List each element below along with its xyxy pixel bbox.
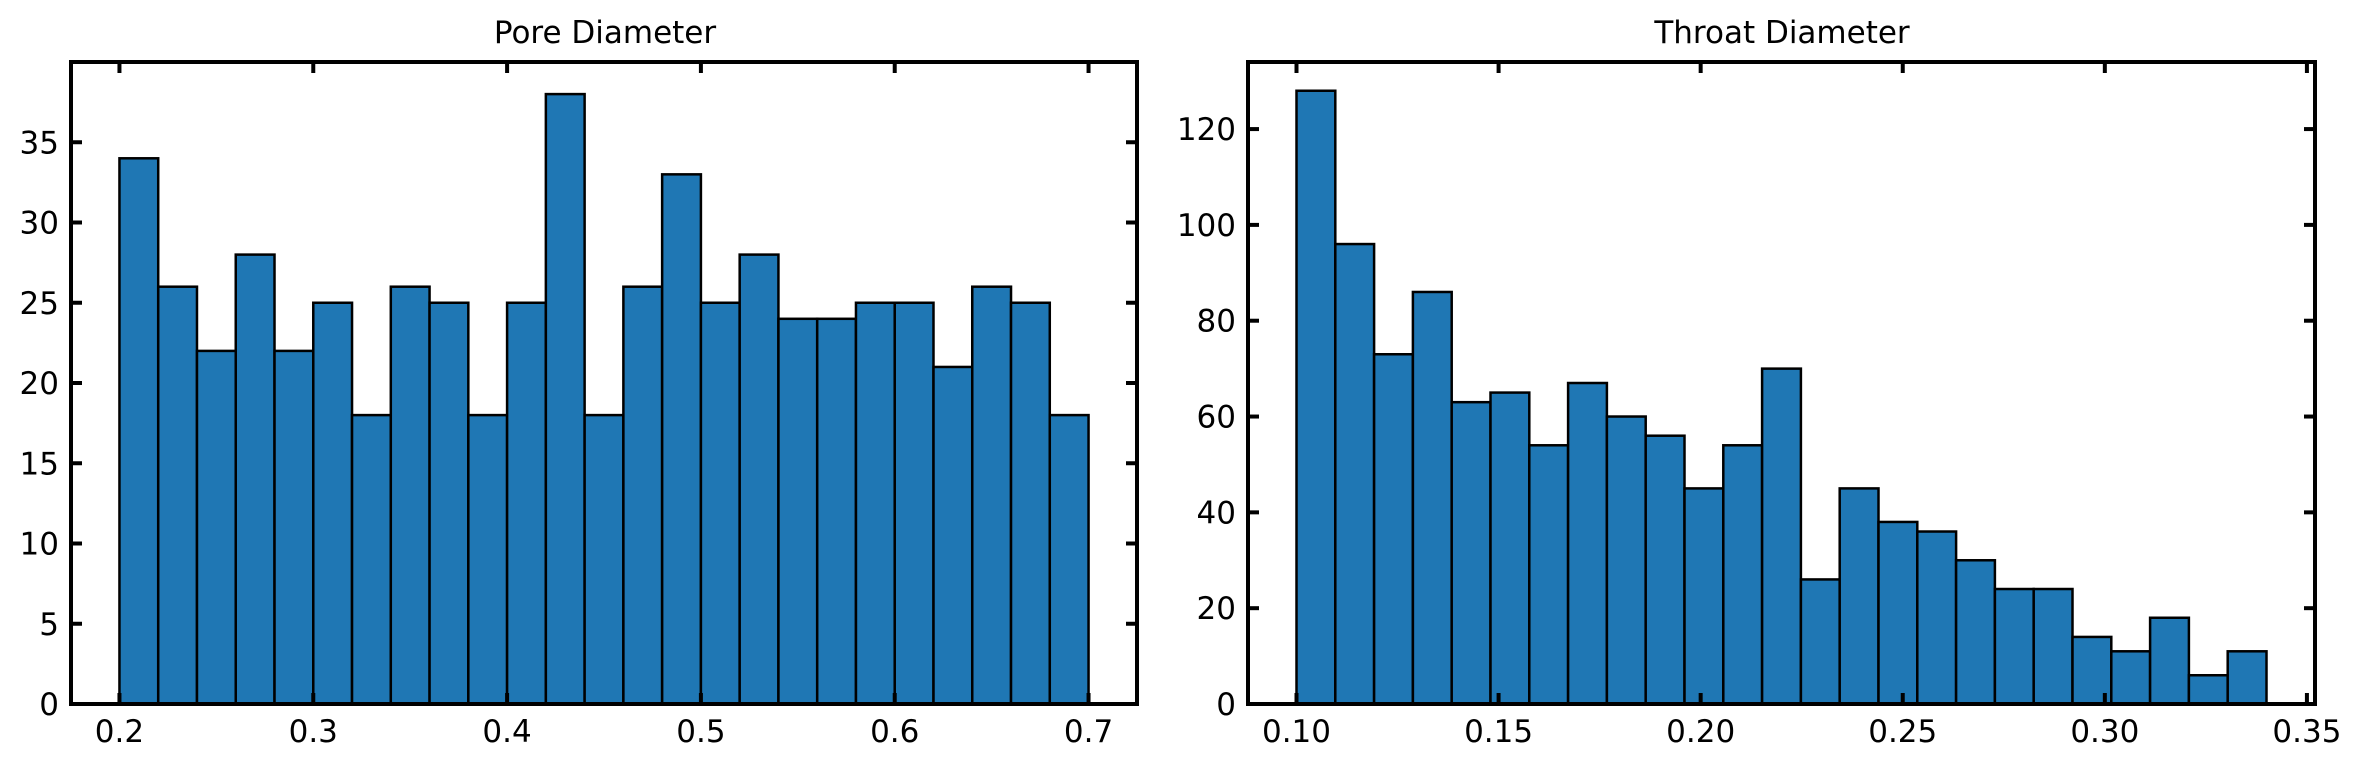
x-tick-label: 0.2 bbox=[95, 714, 144, 750]
histogram-bar bbox=[1954, 559, 1997, 706]
histogram-bar bbox=[1048, 413, 1090, 706]
chart-title: Throat Diameter bbox=[1653, 15, 1910, 51]
histogram-bar bbox=[389, 285, 431, 706]
histogram-bar bbox=[1009, 301, 1052, 706]
x-tick-label: 0.10 bbox=[1262, 714, 1331, 750]
histogram-bar bbox=[273, 349, 315, 706]
y-tick-label: 15 bbox=[20, 446, 59, 482]
pore-diameter-histogram: Pore Diameter 0.2 0.3 0.4 0.5 0.6 0.7 0 5 10 15 20… bbox=[20, 15, 1139, 750]
histogram-bar bbox=[156, 285, 199, 706]
y-tick-label: 10 bbox=[20, 527, 59, 563]
histogram-bar bbox=[2148, 616, 2191, 706]
histogram-bar bbox=[1334, 242, 1376, 706]
histogram-bar bbox=[1605, 415, 1647, 706]
histogram-bar bbox=[1877, 520, 1919, 706]
histogram-bar bbox=[1450, 400, 1492, 706]
chart-title: Pore Diameter bbox=[494, 15, 717, 51]
histogram-bar bbox=[971, 285, 1013, 706]
y-tick-label: 35 bbox=[20, 125, 59, 161]
histogram-bar bbox=[932, 365, 974, 706]
histogram-bar bbox=[350, 413, 393, 706]
histogram-bar bbox=[2110, 650, 2152, 706]
y-tick-label: 0 bbox=[39, 687, 59, 723]
histogram-bar bbox=[2187, 674, 2229, 706]
histogram-bar bbox=[1722, 444, 1764, 706]
y-tick-label: 20 bbox=[1197, 591, 1236, 627]
ticks: 0.2 0.3 0.4 0.5 0.6 0.7 0 5 10 15 20 25 30 35 bbox=[20, 62, 1137, 750]
histogram-bar bbox=[1411, 290, 1453, 706]
x-tick-label: 0.25 bbox=[1868, 714, 1937, 750]
x-tick-label: 0.30 bbox=[2070, 714, 2139, 750]
y-tick-label: 5 bbox=[39, 607, 59, 643]
y-tick-label: 60 bbox=[1197, 400, 1236, 436]
histogram-bar bbox=[1760, 367, 1803, 706]
histogram-bar bbox=[1644, 434, 1686, 706]
y-tick-label: 30 bbox=[20, 206, 59, 242]
histogram-bar bbox=[777, 317, 819, 706]
axes-frame bbox=[1246, 60, 2317, 706]
histogram-bar bbox=[1993, 587, 2035, 706]
histogram-bar bbox=[1683, 487, 1725, 706]
histogram-bar bbox=[2226, 650, 2268, 706]
x-tick-label: 0.20 bbox=[1666, 714, 1735, 750]
histogram-bar bbox=[118, 157, 160, 706]
x-tick-label: 0.7 bbox=[1064, 714, 1113, 750]
bars bbox=[1295, 89, 2268, 706]
axes-frame bbox=[69, 60, 1139, 706]
x-tick-label: 0.6 bbox=[870, 714, 919, 750]
histogram-bar bbox=[467, 413, 509, 706]
y-tick-label: 40 bbox=[1197, 495, 1236, 531]
histogram-bar bbox=[1838, 487, 1880, 706]
histogram-bar bbox=[1566, 381, 1609, 706]
x-tick-label: 0.35 bbox=[2272, 714, 2341, 750]
histogram-bar bbox=[583, 413, 625, 706]
ticks: 0.10 0.15 0.20 0.25 0.30 0.35 0 20 40 60 80 100 120 bbox=[1177, 62, 2341, 750]
histogram-bar bbox=[893, 301, 935, 706]
histogram-bar bbox=[738, 253, 780, 706]
histogram-bar bbox=[1489, 391, 1531, 706]
x-tick-label: 0.15 bbox=[1464, 714, 1533, 750]
y-tick-label: 0 bbox=[1216, 687, 1236, 723]
y-tick-label: 120 bbox=[1177, 112, 1236, 148]
histogram-bar bbox=[854, 301, 896, 706]
histogram-bar bbox=[2032, 587, 2074, 706]
histogram-bar bbox=[428, 301, 470, 706]
histogram-bar bbox=[1916, 530, 1958, 706]
histogram-bar bbox=[622, 285, 664, 706]
histogram-bar bbox=[195, 349, 237, 706]
throat-diameter-histogram: Throat Diameter 0.10 0.15 0.20 0.25 0.30 0.35… bbox=[1177, 15, 2342, 750]
histogram-bar bbox=[234, 253, 276, 706]
y-tick-label: 100 bbox=[1177, 208, 1236, 244]
histogram-bar bbox=[1295, 89, 1337, 706]
histogram-bar bbox=[1528, 444, 1570, 706]
histogram-bar bbox=[312, 301, 354, 706]
x-tick-label: 0.4 bbox=[482, 714, 531, 750]
x-tick-label: 0.3 bbox=[289, 714, 338, 750]
histogram-bar bbox=[815, 317, 858, 706]
histogram-bar bbox=[505, 301, 548, 706]
x-tick-label: 0.5 bbox=[676, 714, 725, 750]
histogram-bar bbox=[544, 92, 586, 706]
histogram-bar bbox=[1372, 353, 1415, 706]
bars bbox=[118, 92, 1090, 706]
y-tick-label: 25 bbox=[20, 286, 59, 322]
histogram-bar bbox=[1799, 578, 1841, 706]
histogram-bar bbox=[699, 301, 741, 706]
y-tick-label: 20 bbox=[20, 366, 59, 402]
y-tick-label: 80 bbox=[1197, 304, 1236, 340]
histogram-bar bbox=[660, 173, 703, 706]
